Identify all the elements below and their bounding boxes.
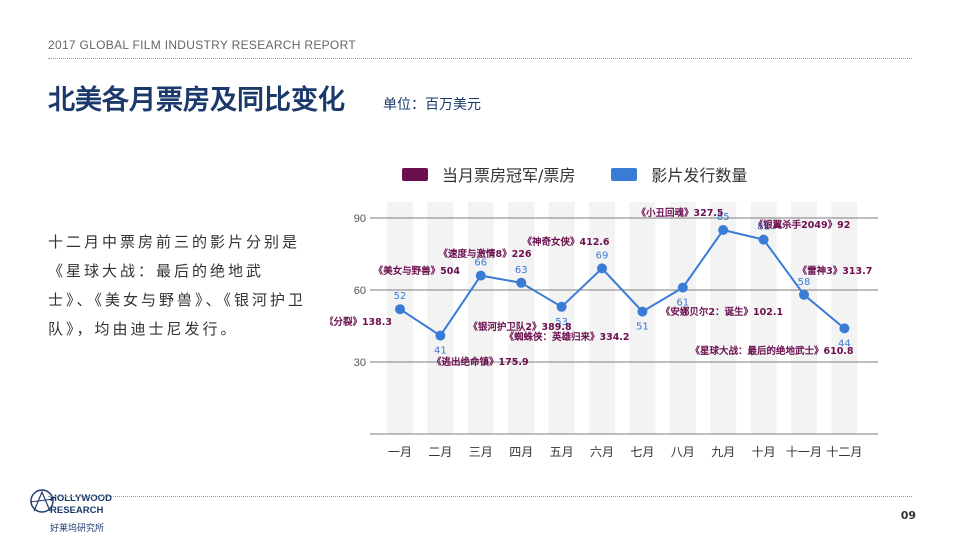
data-label: 61 xyxy=(676,298,689,309)
x-tick-label: 六月 xyxy=(590,445,614,459)
data-label: 66 xyxy=(474,258,487,269)
box-office-annotation: 《银翼杀手2049》92 xyxy=(754,219,851,231)
data-point xyxy=(475,270,486,281)
y-tick-label: 30 xyxy=(354,357,366,369)
data-point xyxy=(637,306,648,317)
data-point xyxy=(395,304,405,315)
x-tick-label: 十月 xyxy=(752,445,776,459)
line-chart: 30 60 90 一月 二月 三月 四月 五月 六月 七月 八月 九月 十月 十一月 十二月 52 41 66 63… xyxy=(330,202,878,459)
x-tick-label: 三月 xyxy=(469,445,493,459)
box-office-annotation: 《逃出绝命镇》175.9 xyxy=(432,356,529,368)
box-office-annotation: 《美女与野兽》504 xyxy=(374,265,461,277)
column-band xyxy=(589,202,615,434)
legend-item-release-count: 影片发行数量 xyxy=(611,162,747,186)
legend-swatch-box-office xyxy=(402,167,428,181)
column-band xyxy=(427,202,454,434)
data-label: 52 xyxy=(394,291,407,302)
data-point xyxy=(799,289,809,300)
x-tick-label: 八月 xyxy=(671,445,695,459)
box-office-annotation: 《银河护卫队2》389.8 xyxy=(468,321,572,333)
y-tick-label: 90 xyxy=(354,213,366,225)
column-band xyxy=(791,202,817,434)
x-tick-label: 七月 xyxy=(630,445,654,459)
page-title: 北美各月票房及同比变化 xyxy=(48,85,345,116)
data-label: 81 xyxy=(757,222,770,233)
chart-legend: 当月票房冠军/票房 影片发行数量 xyxy=(402,162,783,186)
box-office-annotation: 《神奇女侠》412.6 xyxy=(522,236,609,248)
x-tick-label: 九月 xyxy=(711,445,735,459)
column-band xyxy=(508,202,535,434)
box-office-annotation: 《星球大战：最后的绝地武士》610.8 xyxy=(690,345,853,357)
column-band xyxy=(467,202,494,434)
column-band xyxy=(387,202,413,434)
logo-chinese-name: 好莱坞研究所 xyxy=(50,524,105,534)
summary-text: 十二月中票房前三的影片分别是《星球大战：最后的绝地武士》、《美女与野兽》、《银河… xyxy=(48,233,307,338)
x-tick-label: 十一月 xyxy=(786,445,822,459)
data-point xyxy=(556,301,567,312)
box-office-annotation: 《分裂》138.3 xyxy=(330,316,392,328)
data-point xyxy=(516,277,527,288)
legend-item-box-office: 当月票房冠军/票房 xyxy=(402,162,575,186)
box-office-annotation: 《小丑回魂》327.5 xyxy=(636,207,723,219)
legend-label-release-count: 影片发行数量 xyxy=(651,166,748,185)
column-band xyxy=(710,202,737,434)
data-label: 85 xyxy=(717,212,730,223)
series-line-release-count xyxy=(399,228,846,337)
header-divider xyxy=(48,58,912,59)
x-tick-label: 十二月 xyxy=(826,445,862,459)
column-band xyxy=(831,202,858,434)
x-tick-label: 四月 xyxy=(509,445,533,459)
data-label: 53 xyxy=(555,317,568,328)
box-office-annotation: 《速度与激情8》226 xyxy=(439,248,532,260)
unit-label: 单位：百万美元 xyxy=(383,97,481,113)
column-band xyxy=(629,202,656,434)
x-tick-label: 一月 xyxy=(388,445,412,459)
logo-line-2: RESEARCH xyxy=(50,505,104,516)
footer-divider xyxy=(48,496,912,497)
data-point xyxy=(758,234,769,245)
data-point xyxy=(677,282,688,293)
logo-wordmark: HOLLYWOOD RESEARCH xyxy=(50,493,112,517)
data-label: 51 xyxy=(636,322,649,333)
report-title: 2017 GLOBAL FILM INDUSTRY RESEARCH REPOR… xyxy=(48,38,356,52)
data-point xyxy=(839,323,850,334)
data-label: 69 xyxy=(596,250,609,261)
data-label: 58 xyxy=(798,277,811,288)
legend-label-box-office: 当月票房冠军/票房 xyxy=(442,166,576,185)
data-label: 44 xyxy=(838,338,851,349)
box-office-annotation: 《安娜贝尔2：诞生》102.1 xyxy=(661,306,783,318)
data-point xyxy=(718,225,729,235)
x-tick-label: 五月 xyxy=(550,445,574,459)
data-point xyxy=(435,330,446,341)
page-number: 09 xyxy=(900,509,916,522)
hollywood-research-logo-icon xyxy=(30,489,55,513)
data-label: 63 xyxy=(515,265,528,276)
logo-line-1: HOLLYWOOD xyxy=(50,493,112,504)
data-label: 41 xyxy=(434,346,447,357)
box-office-annotation: 《蜘蛛侠：英雄归来》334.2 xyxy=(504,331,629,343)
column-band xyxy=(548,202,575,434)
y-tick-label: 60 xyxy=(354,285,366,297)
x-tick-label: 二月 xyxy=(428,445,452,459)
box-office-annotation: 《雷神3》313.7 xyxy=(798,265,873,277)
data-point xyxy=(597,263,607,274)
column-band xyxy=(669,202,696,434)
legend-swatch-release-count xyxy=(611,167,638,181)
